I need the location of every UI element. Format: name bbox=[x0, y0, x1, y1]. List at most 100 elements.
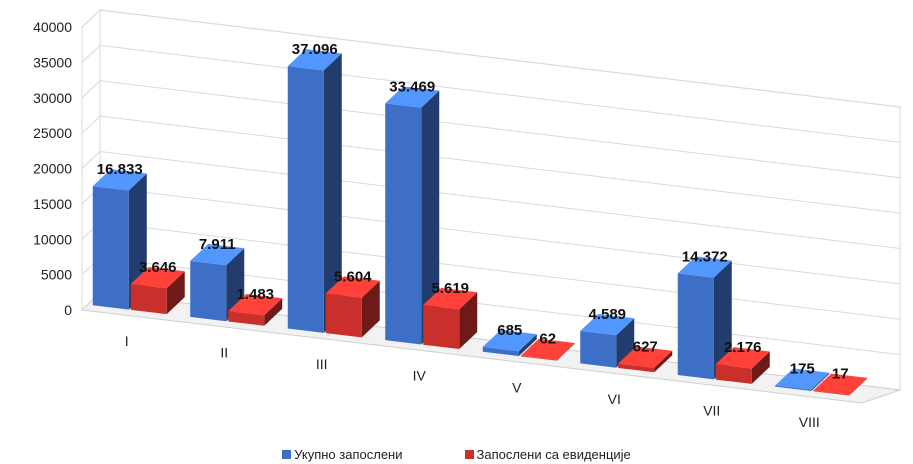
bar-top bbox=[385, 86, 440, 108]
data-label: 33.469 bbox=[389, 78, 435, 95]
data-label: 5.604 bbox=[334, 268, 372, 285]
bar-top bbox=[287, 49, 342, 71]
y-tick-label: 40000 bbox=[33, 19, 72, 35]
legend-item-registry: Запослени са евиденције bbox=[464, 444, 631, 464]
bar-top bbox=[580, 313, 635, 336]
y-tick-label: 10000 bbox=[33, 231, 72, 247]
gridline bbox=[81, 44, 901, 143]
data-label: 1.483 bbox=[236, 286, 274, 303]
bar bbox=[130, 267, 185, 315]
data-label: 5.619 bbox=[431, 280, 469, 297]
x-tick-label: VII bbox=[703, 403, 720, 419]
x-tick-label: VI bbox=[608, 391, 621, 407]
bar bbox=[618, 346, 673, 373]
bar-top bbox=[130, 267, 185, 289]
bar bbox=[228, 293, 283, 326]
bar-front bbox=[520, 355, 557, 361]
data-label: 14.372 bbox=[682, 248, 728, 265]
data-label: 37.096 bbox=[292, 41, 338, 58]
bar bbox=[385, 86, 440, 345]
bar-top bbox=[775, 368, 830, 390]
bar-side bbox=[849, 377, 868, 396]
data-label: 4.589 bbox=[588, 306, 626, 323]
bar-top bbox=[190, 243, 245, 266]
bar bbox=[715, 347, 770, 384]
bar-top bbox=[715, 347, 770, 369]
x-tick-label: VIII bbox=[799, 414, 820, 430]
bar-front bbox=[715, 364, 752, 384]
bar bbox=[813, 373, 868, 396]
y-tick-label: 30000 bbox=[33, 90, 72, 106]
bar bbox=[775, 368, 830, 391]
y-tick-label: 35000 bbox=[33, 54, 72, 70]
y-tick-label: 25000 bbox=[33, 125, 72, 141]
bar-front bbox=[677, 273, 714, 380]
data-label: 62 bbox=[539, 331, 556, 348]
bar bbox=[423, 287, 478, 349]
bar-front bbox=[775, 385, 812, 391]
bar-front bbox=[325, 293, 362, 338]
bar-top bbox=[677, 256, 732, 278]
data-label: 7.911 bbox=[199, 236, 236, 253]
bar-top bbox=[423, 287, 478, 310]
y-tick-label: 20000 bbox=[33, 161, 72, 177]
x-tick-label: V bbox=[512, 379, 522, 395]
bar-top bbox=[482, 329, 537, 352]
bar-front bbox=[618, 363, 655, 373]
bar-side bbox=[751, 351, 770, 384]
bar-side bbox=[811, 372, 830, 391]
bar bbox=[325, 276, 380, 338]
bar-front bbox=[813, 390, 850, 396]
x-tick-label: I bbox=[125, 333, 129, 349]
bar-top bbox=[618, 346, 673, 368]
bar-top bbox=[325, 276, 380, 298]
bar-top bbox=[813, 373, 868, 395]
bar-side bbox=[264, 298, 283, 326]
bar-front bbox=[228, 310, 265, 326]
gridline bbox=[81, 150, 901, 249]
data-label: 2.176 bbox=[724, 339, 762, 356]
legend-swatch-total bbox=[282, 449, 292, 459]
bar-side bbox=[459, 292, 478, 349]
bar-side bbox=[518, 334, 537, 357]
gridline bbox=[81, 9, 901, 108]
bar-top bbox=[228, 293, 283, 316]
x-tick-label: IV bbox=[413, 368, 427, 384]
legend: Укупно запослени Запослени са евиденције bbox=[0, 444, 913, 464]
legend-label-registry: Запослени са евиденције bbox=[476, 446, 631, 462]
bar-front bbox=[482, 346, 519, 357]
bar-side bbox=[556, 343, 575, 361]
data-label: 685 bbox=[497, 322, 522, 339]
bar-top bbox=[520, 338, 575, 361]
gridline bbox=[81, 80, 901, 179]
bar-front bbox=[190, 260, 227, 322]
bars bbox=[92, 49, 868, 396]
gridline bbox=[81, 115, 901, 214]
y-tick-label: 0 bbox=[64, 302, 72, 318]
data-label: 175 bbox=[790, 360, 815, 377]
bar-front bbox=[287, 66, 324, 333]
bar-side bbox=[323, 53, 342, 333]
bar bbox=[580, 313, 635, 368]
y-tick-label: 5000 bbox=[41, 267, 72, 283]
bar-side bbox=[713, 260, 732, 380]
bar-front bbox=[423, 304, 460, 349]
x-tick-label: II bbox=[220, 344, 228, 360]
legend-item-total: Укупно запослени bbox=[282, 444, 403, 464]
bar-front bbox=[385, 103, 422, 345]
bar-side bbox=[654, 350, 673, 373]
bar bbox=[482, 329, 537, 357]
bar-side bbox=[361, 280, 380, 338]
x-tick-label: III bbox=[316, 356, 328, 372]
bar-front bbox=[580, 330, 617, 368]
y-axis-ticks: 0 5000 10000 15000 20000 25000 30000 35000 40000 bbox=[33, 19, 72, 318]
bar bbox=[520, 338, 575, 361]
data-label: 17 bbox=[832, 366, 849, 383]
bar-front bbox=[130, 284, 167, 315]
bar bbox=[677, 256, 732, 380]
bar bbox=[190, 243, 245, 322]
bar-side bbox=[616, 318, 635, 368]
data-label: 16.833 bbox=[97, 161, 143, 178]
